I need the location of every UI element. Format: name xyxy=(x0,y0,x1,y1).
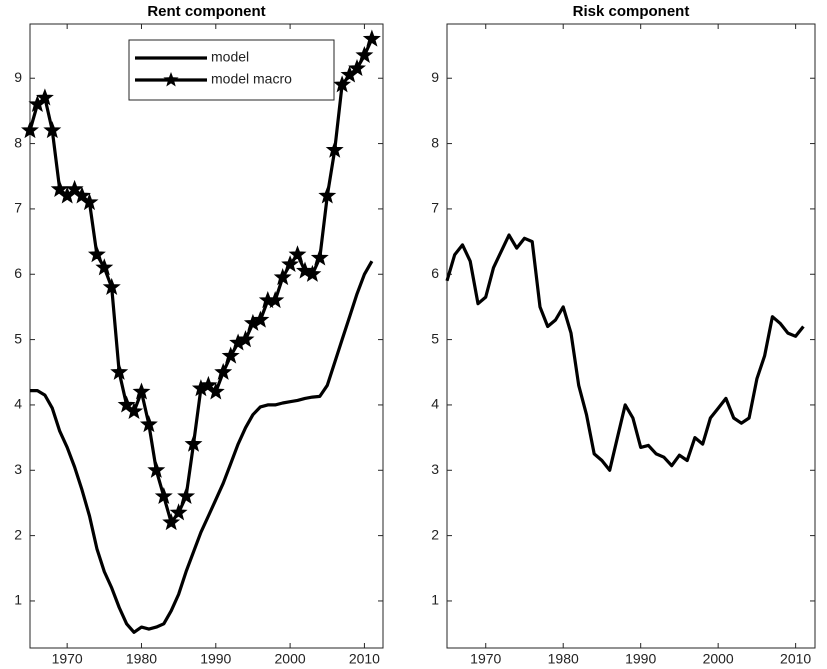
y-tick-label: 4 xyxy=(14,396,22,412)
legend-label: model macro xyxy=(211,71,292,87)
legend-label: model xyxy=(211,49,249,65)
x-tick-label: 1970 xyxy=(52,651,83,667)
y-tick-label: 7 xyxy=(14,200,22,216)
x-tick-label: 1970 xyxy=(470,651,501,667)
star-marker xyxy=(221,346,240,364)
star-marker xyxy=(184,434,203,452)
star-marker xyxy=(95,258,114,276)
star-marker xyxy=(296,261,314,279)
y-tick-label: 8 xyxy=(14,134,22,150)
y-tick-label: 3 xyxy=(14,461,22,477)
x-tick-label: 2000 xyxy=(275,651,306,667)
y-tick-label: 5 xyxy=(431,330,439,346)
star-marker xyxy=(21,121,39,139)
star-marker xyxy=(102,277,121,295)
star-marker xyxy=(117,395,136,413)
star-marker xyxy=(125,402,144,420)
star-marker xyxy=(43,121,62,139)
star-marker xyxy=(318,186,337,204)
line xyxy=(30,260,374,634)
star-marker xyxy=(80,192,99,211)
plot-area xyxy=(29,23,384,649)
star-marker xyxy=(333,75,352,93)
star-marker xyxy=(147,460,166,478)
plot-area xyxy=(446,23,816,649)
star-marker xyxy=(273,268,292,286)
y-tick-label: 3 xyxy=(431,461,439,477)
x-tick-label: 1990 xyxy=(200,651,231,667)
y-tick-label: 9 xyxy=(14,69,22,85)
star-marker xyxy=(288,245,307,263)
star-marker xyxy=(266,290,285,309)
star-marker xyxy=(162,513,181,531)
star-marker xyxy=(154,486,173,505)
chart-title: Risk component xyxy=(573,3,690,20)
star-marker xyxy=(251,310,270,328)
star-marker xyxy=(110,362,129,380)
x-tick-label: 2000 xyxy=(703,651,734,667)
y-tick-label: 7 xyxy=(431,200,439,216)
y-tick-label: 2 xyxy=(431,526,439,542)
star-marker xyxy=(325,140,344,158)
y-tick-label: 1 xyxy=(431,592,439,608)
star-marker xyxy=(65,179,84,197)
x-tick-label: 1980 xyxy=(126,651,157,667)
star-marker xyxy=(355,46,374,63)
y-tick-label: 6 xyxy=(14,265,22,281)
star-marker xyxy=(206,382,225,400)
y-tick-label: 9 xyxy=(431,69,439,85)
star-marker xyxy=(199,375,218,393)
chart-title: Rent component xyxy=(147,3,265,20)
star-marker xyxy=(35,88,54,106)
star-marker xyxy=(362,29,381,47)
y-tick-label: 2 xyxy=(14,526,22,542)
star-marker xyxy=(214,362,233,380)
line xyxy=(445,233,805,472)
star-marker xyxy=(236,330,255,348)
star-marker xyxy=(169,503,188,521)
star-marker xyxy=(50,179,69,197)
y-tick-label: 5 xyxy=(14,330,22,346)
star-marker xyxy=(281,255,300,273)
y-tick-label: 4 xyxy=(431,396,439,412)
x-tick-label: 2010 xyxy=(349,651,380,667)
star-marker xyxy=(310,248,329,266)
star-marker xyxy=(348,58,366,77)
y-tick-label: 6 xyxy=(431,265,439,281)
x-tick-label: 1980 xyxy=(548,651,579,667)
star-marker xyxy=(87,245,106,263)
legend-box xyxy=(128,39,335,101)
legend-star xyxy=(163,72,179,87)
star-marker xyxy=(132,382,151,400)
x-tick-label: 2010 xyxy=(780,651,811,667)
x-tick-label: 1990 xyxy=(625,651,656,667)
y-tick-label: 1 xyxy=(14,592,22,608)
star-marker xyxy=(177,486,196,505)
star-marker xyxy=(73,186,91,204)
star-marker xyxy=(303,264,322,282)
y-tick-label: 8 xyxy=(431,134,439,150)
star-marker xyxy=(139,415,158,433)
